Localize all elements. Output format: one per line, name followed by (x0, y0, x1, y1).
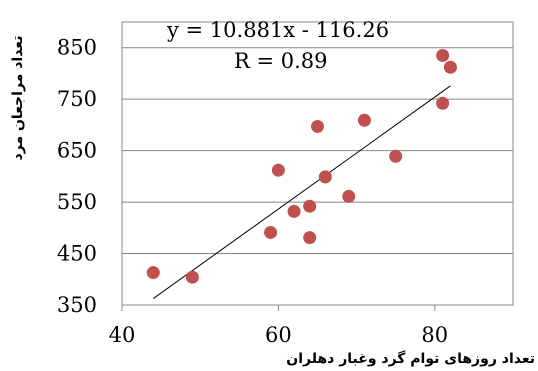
r-value-label: R = 0.89 (234, 49, 328, 73)
data-point (342, 189, 356, 203)
x-tick-label: 80 (421, 323, 448, 347)
y-tick-label: 750 (57, 87, 97, 111)
trendline-group (152, 85, 451, 299)
y-axis-label: تعداد مراجعان مرد (10, 36, 26, 161)
y-tick-label: 850 (57, 36, 97, 60)
data-point (303, 199, 317, 213)
data-point (443, 60, 457, 74)
data-point (287, 204, 301, 218)
x-tick-label: 60 (265, 323, 292, 347)
data-point (436, 48, 450, 62)
data-point (436, 96, 450, 110)
data-point (264, 225, 278, 239)
data-point (185, 270, 199, 284)
x-axis-label: تعداد روزهای توام گرد وغبار دهلران (286, 350, 535, 367)
data-point (318, 170, 332, 184)
data-point (389, 149, 403, 163)
plot-border (121, 21, 514, 306)
y-tick-label: 450 (57, 242, 97, 266)
data-point (357, 113, 371, 127)
tick-labels: 350 450 550 650 750 850 40 60 80 (57, 36, 448, 347)
trendline (152, 85, 451, 299)
y-tick-label: 350 (57, 293, 97, 317)
data-points (146, 48, 457, 284)
data-point (271, 163, 285, 177)
gridlines (121, 21, 514, 311)
y-tick-label: 550 (57, 190, 97, 214)
y-tick-label: 650 (57, 139, 97, 163)
data-point (311, 119, 324, 133)
data-point (146, 266, 160, 280)
x-tick-label: 40 (109, 323, 136, 347)
data-point (303, 231, 317, 245)
trendline-equation: y = 10.881x - 116.26 (166, 18, 389, 42)
